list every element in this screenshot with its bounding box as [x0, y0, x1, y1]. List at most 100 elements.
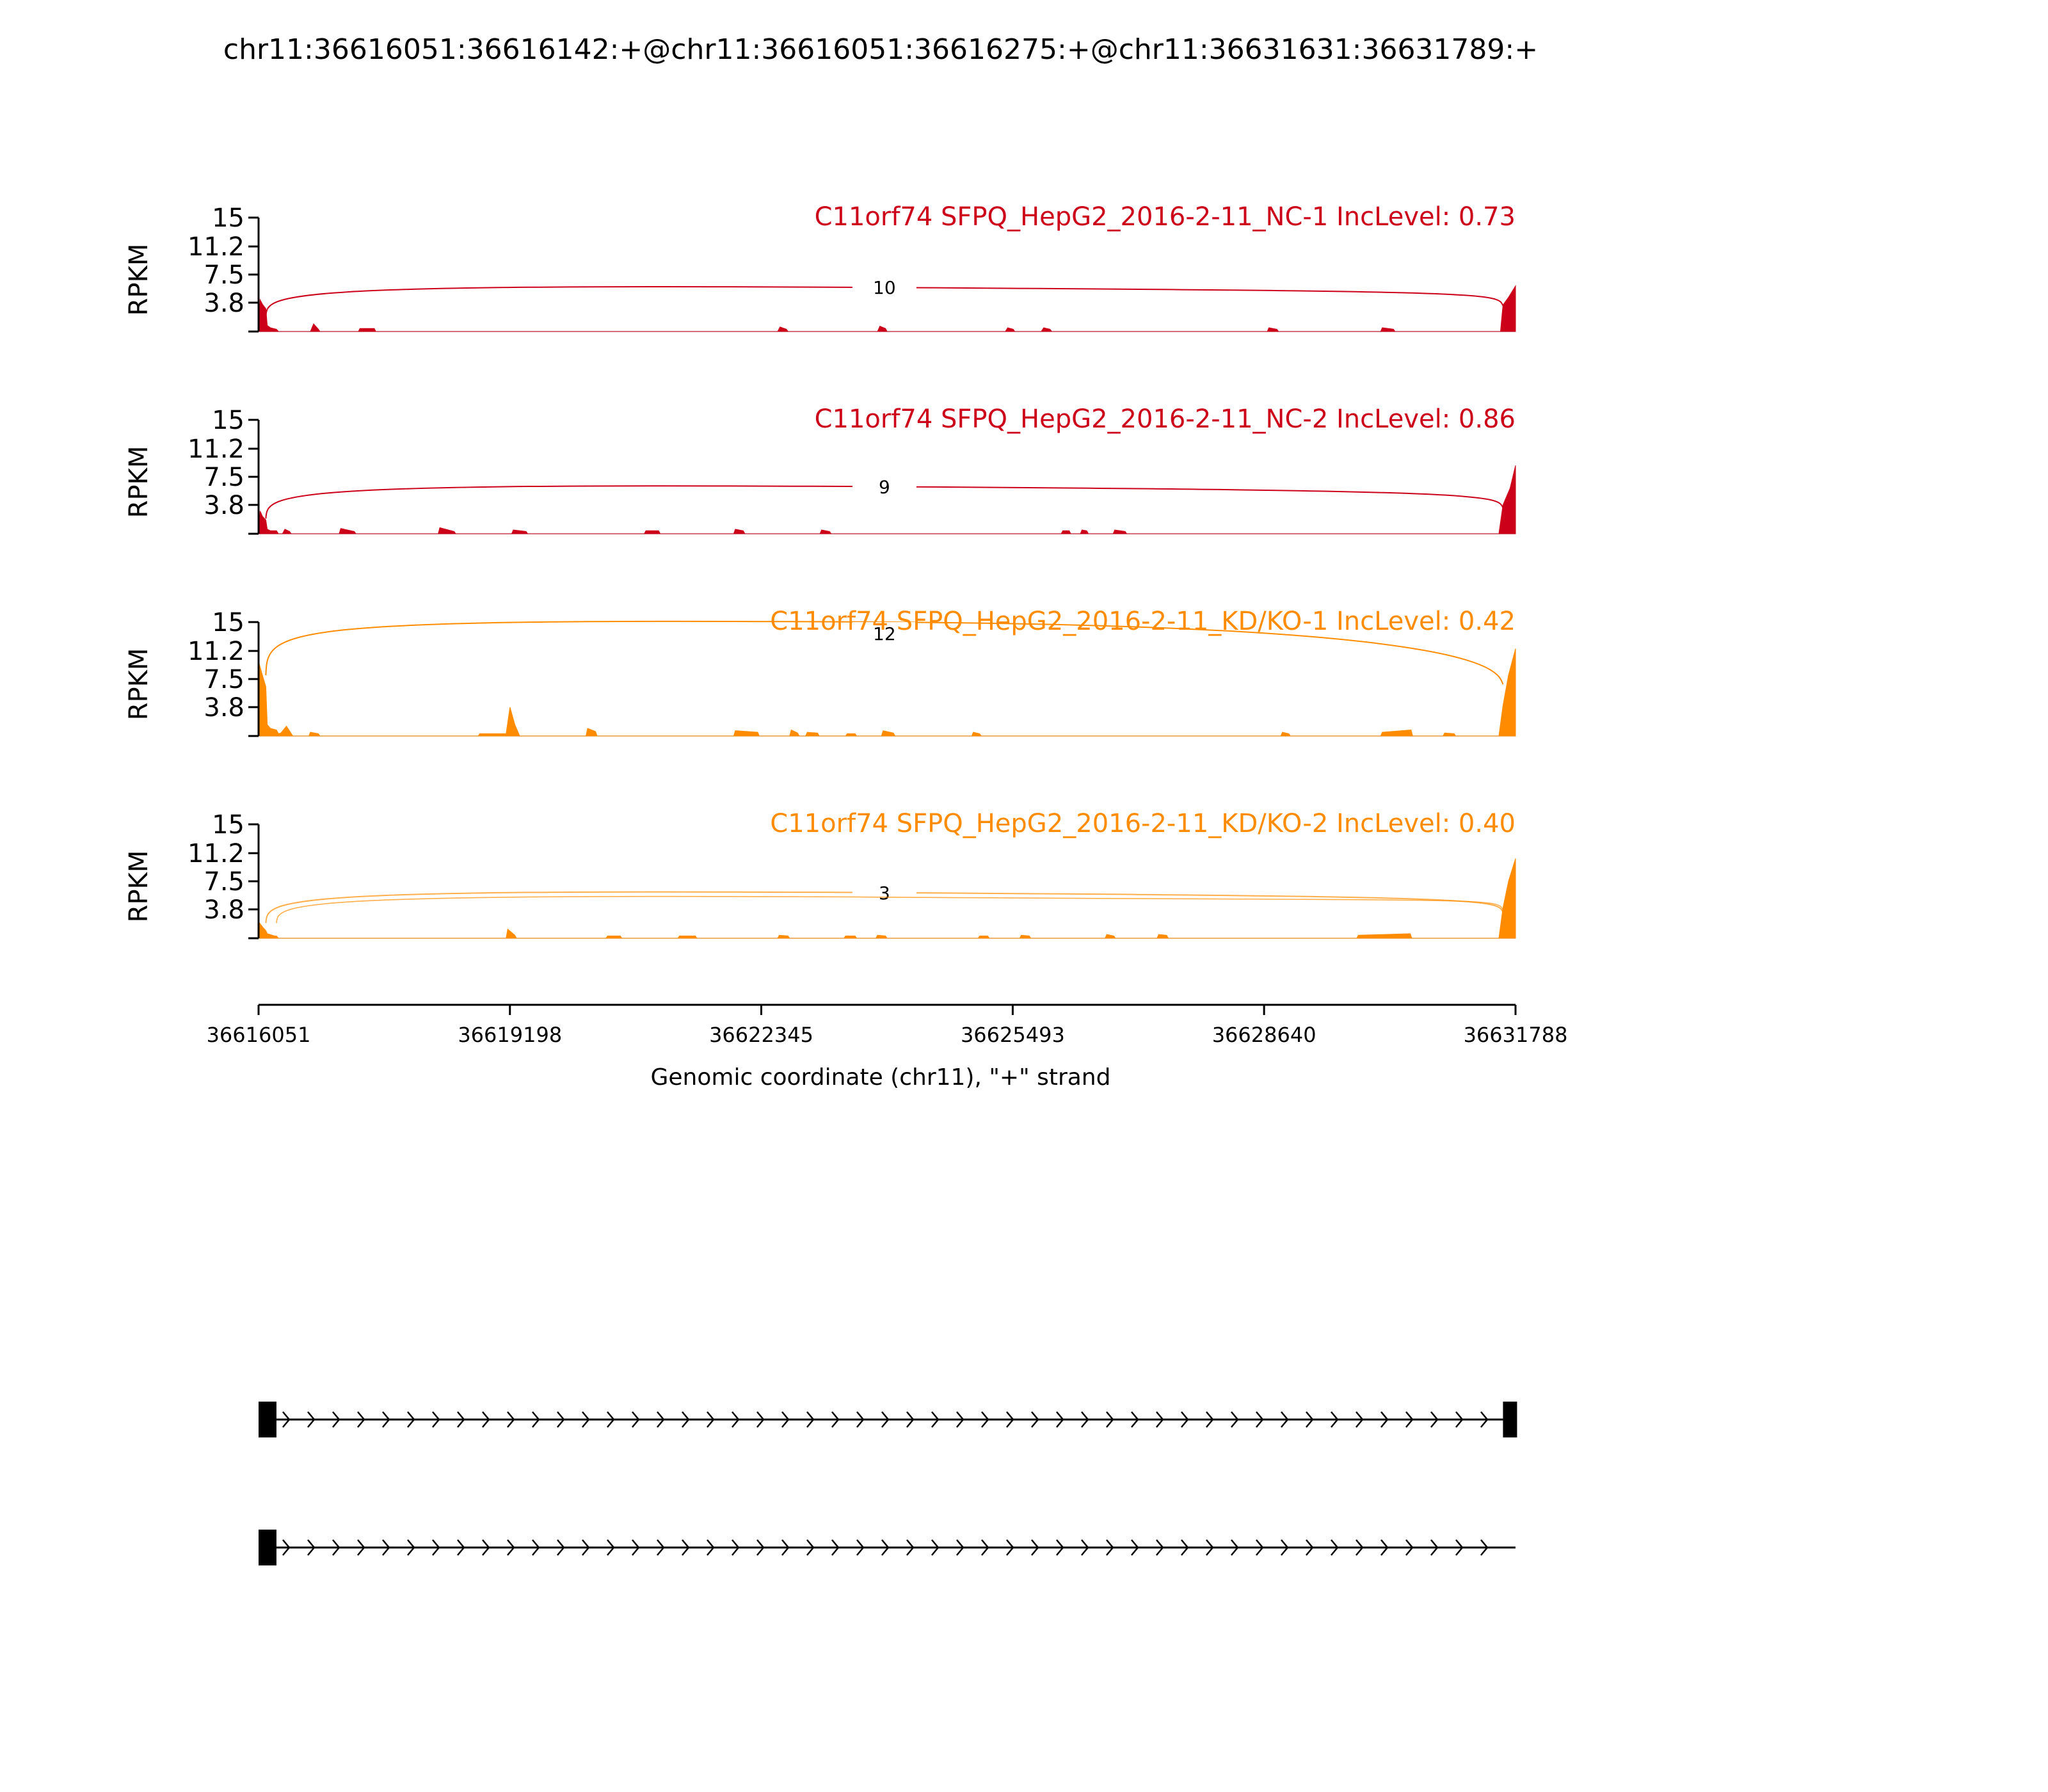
strand-arrow — [656, 1411, 665, 1428]
x-tick-label: 36622345 — [709, 1023, 813, 1047]
y-tick-label: 11.2 — [188, 637, 244, 666]
strand-arrow — [332, 1411, 340, 1428]
strand-arrow — [1130, 1539, 1139, 1556]
y-tick-label: 7.5 — [204, 665, 244, 694]
y-tick-label: 7.5 — [204, 260, 244, 290]
strand-arrow — [381, 1539, 390, 1556]
strand-arrow — [1455, 1411, 1464, 1428]
strand-arrow — [1430, 1411, 1439, 1428]
strand-arrow — [282, 1539, 291, 1556]
strand-arrow — [1355, 1539, 1364, 1556]
strand-arrow — [1205, 1539, 1214, 1556]
strand-arrow — [980, 1411, 989, 1428]
strand-arrow — [531, 1411, 540, 1428]
strand-arrow — [606, 1411, 615, 1428]
track-label: C11orf74 SFPQ_HepG2_2016-2-11_NC-2 IncLe… — [815, 404, 1516, 434]
strand-arrow — [1055, 1539, 1064, 1556]
strand-arrow — [381, 1411, 390, 1428]
track-1: 10 C11orf74 SFPQ_HepG2_2016-2-11_NC-1 Inc… — [124, 202, 1516, 333]
strand-arrow — [481, 1411, 490, 1428]
coverage-area — [258, 285, 1516, 332]
strand-arrow — [531, 1539, 540, 1556]
junction-count-label: 3 — [879, 883, 890, 904]
strand-arrow — [706, 1539, 715, 1556]
track-label: C11orf74 SFPQ_HepG2_2016-2-11_KD/KO-2 In… — [770, 809, 1516, 838]
coverage-area — [258, 858, 1516, 939]
strand-arrow — [481, 1539, 490, 1556]
strand-arrow — [731, 1539, 740, 1556]
y-tick-label: 3.8 — [204, 491, 244, 520]
junction-count-label: 12 — [873, 623, 896, 644]
isoform-models — [259, 1402, 1517, 1565]
isoform-1 — [259, 1402, 1517, 1437]
track-2: 9 C11orf74 SFPQ_HepG2_2016-2-11_NC-2 IncL… — [124, 404, 1516, 535]
strand-arrow — [631, 1411, 640, 1428]
junction-count-bg — [852, 276, 916, 300]
junction-count-bg — [852, 475, 916, 499]
strand-arrow — [706, 1411, 715, 1428]
strand-arrow — [431, 1539, 440, 1556]
strand-arrow — [1380, 1539, 1389, 1556]
track-label: C11orf74 SFPQ_HepG2_2016-2-11_KD/KO-1 In… — [770, 607, 1516, 636]
strand-arrow — [1280, 1411, 1289, 1428]
junction-arc — [276, 895, 1504, 924]
strand-arrow — [781, 1411, 790, 1428]
x-axis-label: Genomic coordinate (chr11), "+" strand — [651, 1064, 1111, 1091]
y-tick-label: 11.2 — [188, 435, 244, 464]
y-tick-label: 15 — [212, 810, 244, 840]
strand-arrow — [1255, 1411, 1264, 1428]
y-axis-label: RPKM — [124, 446, 154, 518]
y-tick-label: 3.8 — [204, 289, 244, 318]
strand-arrow — [756, 1539, 765, 1556]
strand-arrow — [1330, 1411, 1339, 1428]
strand-arrow — [1130, 1411, 1139, 1428]
strand-arrow — [1030, 1539, 1039, 1556]
coverage-area — [258, 648, 1516, 737]
x-tick-label: 36628640 — [1212, 1023, 1316, 1047]
strand-arrow — [1180, 1539, 1189, 1556]
y-tick-label: 11.2 — [188, 232, 244, 262]
strand-arrow — [356, 1539, 365, 1556]
strand-arrow — [1055, 1411, 1064, 1428]
strand-arrow — [656, 1539, 665, 1556]
figure-title: chr11:36616051:36616142:+@chr11:36616051… — [223, 33, 1538, 66]
coverage-area — [258, 465, 1516, 534]
strand-arrow — [1480, 1411, 1489, 1428]
strand-arrow — [556, 1539, 565, 1556]
y-axis-label: RPKM — [124, 851, 154, 923]
strand-arrow — [1005, 1411, 1014, 1428]
strand-arrow — [606, 1539, 615, 1556]
strand-arrow — [806, 1539, 815, 1556]
strand-arrow — [332, 1539, 340, 1556]
strand-arrow — [1305, 1411, 1314, 1428]
strand-arrow — [282, 1411, 291, 1428]
coverage-tracks: 10 C11orf74 SFPQ_HepG2_2016-2-11_NC-1 Inc… — [124, 202, 1516, 940]
strand-arrow — [980, 1539, 989, 1556]
track-label: C11orf74 SFPQ_HepG2_2016-2-11_NC-1 IncLe… — [815, 202, 1516, 232]
strand-arrow — [1455, 1539, 1464, 1556]
strand-arrow — [931, 1539, 940, 1556]
strand-arrow — [1080, 1411, 1089, 1428]
strand-arrow — [831, 1539, 840, 1556]
strand-arrow — [1405, 1539, 1414, 1556]
strand-arrow — [1180, 1411, 1189, 1428]
strand-arrow — [631, 1539, 640, 1556]
strand-arrow — [856, 1411, 865, 1428]
strand-arrow — [856, 1539, 865, 1556]
strand-arrow — [781, 1539, 790, 1556]
strand-arrow — [1430, 1539, 1439, 1556]
strand-arrow — [356, 1411, 365, 1428]
strand-arrow — [1080, 1539, 1089, 1556]
strand-arrow — [1030, 1411, 1039, 1428]
strand-arrow — [806, 1411, 815, 1428]
strand-arrow — [1205, 1411, 1214, 1428]
strand-arrow — [1480, 1539, 1489, 1556]
y-axis-label: RPKM — [124, 648, 154, 721]
strand-arrow — [506, 1539, 515, 1556]
strand-arrow — [1380, 1411, 1389, 1428]
strand-arrow — [307, 1539, 316, 1556]
y-tick-label: 15 — [212, 608, 244, 637]
strand-arrow — [581, 1411, 590, 1428]
strand-arrow — [456, 1411, 465, 1428]
